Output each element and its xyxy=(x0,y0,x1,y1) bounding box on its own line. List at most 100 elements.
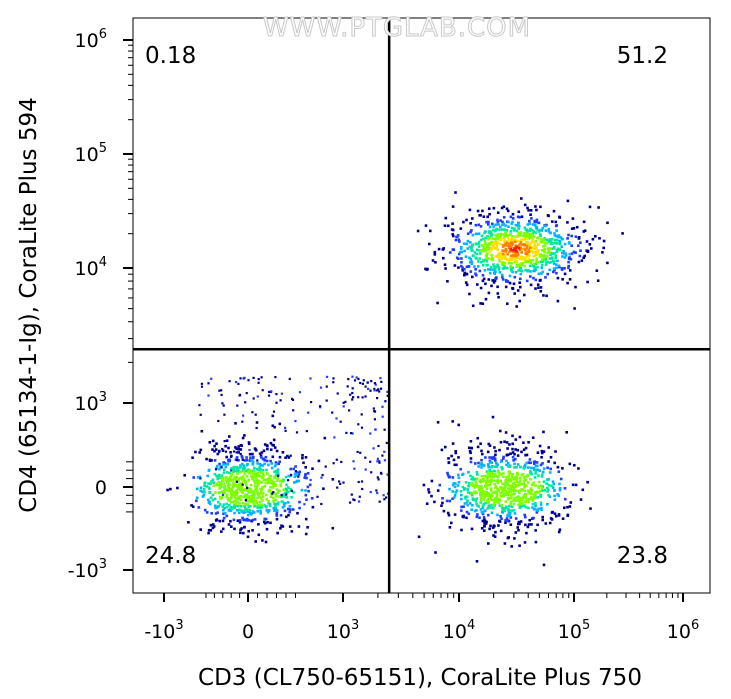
event-dot xyxy=(199,448,203,452)
event-dot xyxy=(479,225,483,228)
event-dot xyxy=(505,248,508,252)
event-dot xyxy=(229,501,233,504)
event-dot xyxy=(456,234,460,237)
event-dot xyxy=(281,451,285,454)
event-dot xyxy=(269,521,272,525)
event-dot xyxy=(465,265,469,269)
event-dot xyxy=(495,490,499,494)
event-dot xyxy=(258,481,262,484)
event-dot xyxy=(511,266,514,270)
event-dot xyxy=(551,220,554,223)
event-dot xyxy=(260,451,264,454)
event-dot xyxy=(544,263,548,266)
event-dot xyxy=(373,418,376,421)
event-dot xyxy=(539,463,543,467)
event-dot xyxy=(247,379,250,382)
event-dot xyxy=(566,513,570,517)
event-dot xyxy=(239,452,242,456)
event-dot xyxy=(451,228,455,232)
event-dot xyxy=(508,488,511,492)
event-dot xyxy=(376,460,379,463)
event-dot xyxy=(516,251,519,255)
event-dot xyxy=(481,279,485,283)
event-dot xyxy=(265,493,268,497)
event-dot xyxy=(241,483,244,486)
event-dot xyxy=(259,512,262,515)
event-dot xyxy=(550,237,554,241)
event-dot xyxy=(506,513,510,517)
event-dot xyxy=(524,478,528,482)
event-dot xyxy=(540,258,544,261)
event-dot xyxy=(486,499,489,502)
event-dot xyxy=(218,389,221,392)
event-dot xyxy=(545,261,548,264)
event-dot xyxy=(230,472,234,475)
event-dot xyxy=(342,481,345,484)
event-dot xyxy=(505,229,509,232)
event-dot xyxy=(580,259,584,262)
event-dot xyxy=(251,510,255,513)
event-dot xyxy=(484,297,488,301)
event-dot xyxy=(243,509,246,512)
event-dot xyxy=(218,519,221,523)
event-dot xyxy=(585,240,589,243)
event-dot xyxy=(461,269,464,272)
event-dot xyxy=(199,477,202,480)
event-dot xyxy=(477,223,481,227)
event-dot xyxy=(568,269,572,272)
event-dot xyxy=(240,509,243,512)
event-dot xyxy=(517,221,520,225)
event-dot xyxy=(522,467,525,470)
event-dot xyxy=(495,465,499,469)
event-dot xyxy=(360,480,364,483)
event-dot xyxy=(263,520,266,524)
event-dot xyxy=(484,522,488,525)
event-dot xyxy=(527,232,531,236)
event-dot xyxy=(289,467,292,471)
event-dot xyxy=(342,401,345,404)
event-dot xyxy=(451,442,455,445)
event-dot xyxy=(285,515,288,519)
event-dot xyxy=(307,489,310,493)
event-dot xyxy=(499,460,503,464)
event-dot xyxy=(248,497,252,501)
event-dot xyxy=(474,462,477,465)
event-dot xyxy=(503,483,507,486)
event-dot xyxy=(484,501,487,505)
event-dot xyxy=(246,535,250,539)
event-dot xyxy=(270,482,273,485)
event-dot xyxy=(540,260,543,264)
event-dot xyxy=(437,247,441,251)
event-dot xyxy=(225,502,228,506)
event-dot xyxy=(267,508,271,512)
event-dot xyxy=(230,525,233,528)
event-dot xyxy=(516,215,520,219)
event-dot xyxy=(444,216,448,220)
event-dot xyxy=(201,495,205,498)
event-dot xyxy=(294,465,297,468)
event-dot xyxy=(512,282,516,286)
event-dot xyxy=(443,224,447,227)
event-dot xyxy=(235,381,238,384)
event-dot xyxy=(452,458,456,462)
event-dot xyxy=(518,215,521,219)
event-dot xyxy=(528,497,531,501)
event-dot xyxy=(524,500,527,503)
event-dot xyxy=(565,431,568,434)
event-dot xyxy=(534,464,538,468)
event-dot xyxy=(532,468,536,471)
event-dot xyxy=(451,222,454,225)
event-dot xyxy=(272,506,275,510)
event-dot xyxy=(245,508,249,511)
event-dot xyxy=(488,225,492,229)
event-dot xyxy=(213,497,217,501)
event-dot xyxy=(511,442,514,446)
event-dot xyxy=(556,299,560,303)
event-dot xyxy=(292,467,295,471)
event-dot xyxy=(234,502,237,506)
event-dot xyxy=(275,509,279,512)
event-dot xyxy=(209,523,213,527)
event-dot xyxy=(487,220,490,224)
event-dot xyxy=(485,220,488,224)
event-dot xyxy=(257,533,261,537)
